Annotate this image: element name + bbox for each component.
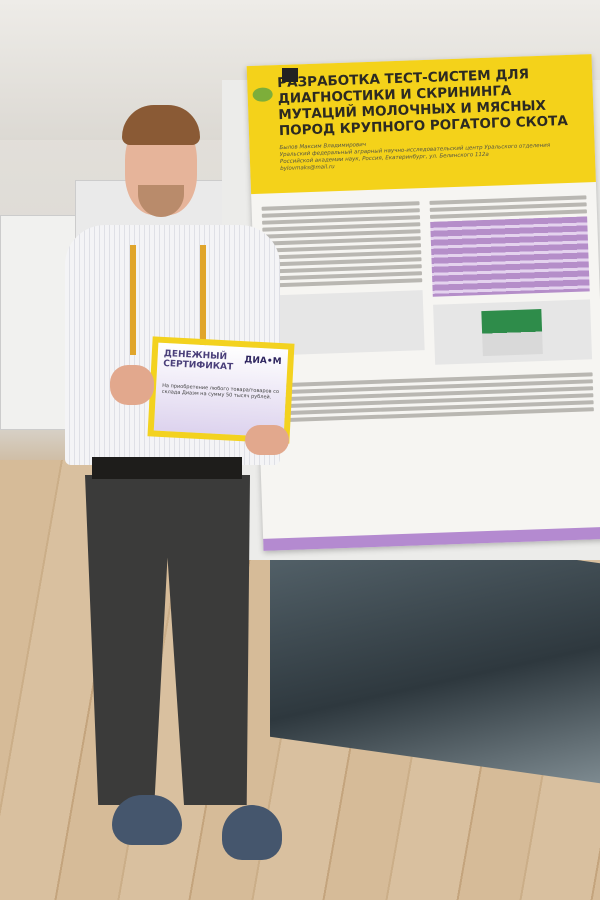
belt bbox=[92, 457, 242, 479]
hair bbox=[122, 105, 200, 145]
lanyard bbox=[130, 245, 206, 355]
person bbox=[60, 105, 300, 900]
certificate-brand-logo: ДИА•М bbox=[244, 355, 282, 368]
results-table bbox=[429, 216, 590, 297]
hand-left bbox=[110, 365, 154, 405]
poster-body bbox=[251, 182, 600, 381]
clog-left bbox=[112, 795, 182, 845]
clog-right bbox=[222, 805, 282, 860]
trousers bbox=[85, 475, 250, 805]
institute-logo-icon bbox=[252, 87, 273, 102]
poster-title: РАЗРАБОТКА ТЕСТ-СИСТЕМ ДЛЯ ДИАГНОСТИКИ И… bbox=[276, 66, 569, 140]
hand-right bbox=[245, 425, 289, 455]
binder-clip bbox=[282, 68, 298, 82]
poster-column-right bbox=[428, 192, 593, 365]
equipment-photo bbox=[432, 299, 593, 365]
certificate-text: На приобретение любого товара/товаров со… bbox=[161, 382, 280, 401]
certificate-title: ДЕНЕЖНЫЙ СЕРТИФИКАТ bbox=[163, 348, 234, 373]
